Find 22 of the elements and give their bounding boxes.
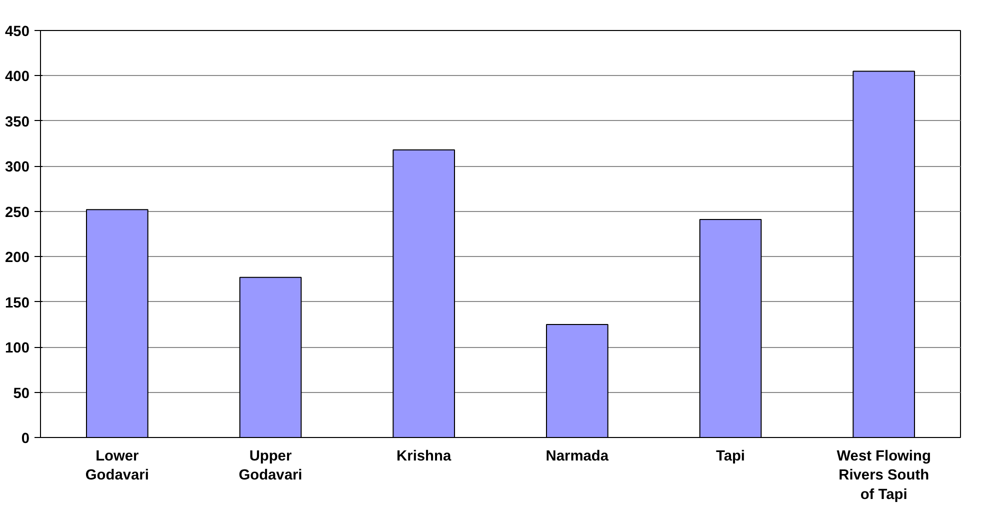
bar [699, 219, 762, 438]
bar [546, 324, 608, 438]
x-tick-label: Narmada [546, 448, 610, 464]
bar [392, 149, 455, 438]
bar [86, 209, 148, 438]
y-tick-label: 0 [21, 431, 30, 447]
x-tick-label: Lower Godavari [85, 448, 149, 484]
x-tick-label: Upper Godavari [238, 448, 302, 484]
bar [239, 276, 302, 438]
y-tick-label: 100 [5, 340, 30, 357]
y-tick-label: 150 [5, 295, 30, 312]
y-tick-label: 50 [13, 386, 30, 402]
y-tick-label: 350 [5, 114, 30, 130]
x-tick-label: Krishna [396, 448, 452, 464]
x-tick-label: West Flowing Rivers South of Tapi [836, 448, 931, 503]
bar [852, 70, 915, 438]
y-tick-label: 400 [5, 69, 30, 86]
x-tick-label: Tapi [716, 448, 746, 464]
y-tick-label: 250 [5, 204, 30, 221]
y-tick-label: 300 [5, 160, 30, 176]
y-tick-label: 200 [5, 250, 30, 266]
y-tick-label: 450 [5, 24, 30, 40]
